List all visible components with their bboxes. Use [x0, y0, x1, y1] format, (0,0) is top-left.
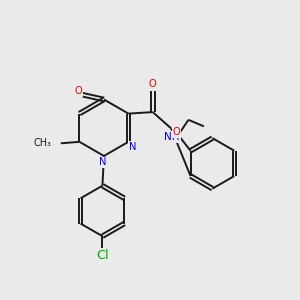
- Text: O: O: [149, 79, 157, 89]
- Text: O: O: [74, 86, 82, 96]
- Text: CH₃: CH₃: [34, 138, 52, 148]
- Text: N: N: [99, 158, 106, 167]
- Text: O: O: [173, 127, 180, 137]
- Text: N: N: [129, 142, 136, 152]
- Text: Cl: Cl: [96, 249, 109, 262]
- Text: NH: NH: [164, 132, 180, 142]
